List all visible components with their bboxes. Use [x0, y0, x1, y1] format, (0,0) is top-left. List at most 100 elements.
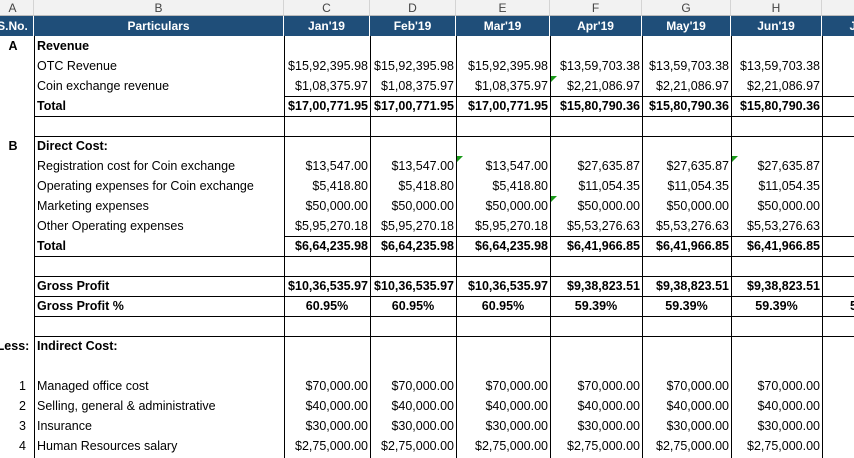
value-cell[interactable]: $30,000.00: [757, 419, 820, 433]
value-cell[interactable]: $70,000.00: [666, 379, 729, 393]
value-cell[interactable]: $4,5: [822, 76, 854, 96]
gross-profit-pct-label[interactable]: Gross Profit %: [37, 299, 124, 313]
value-cell[interactable]: $9,38,823.51: [567, 279, 640, 293]
value-cell[interactable]: $2,21,086.97: [747, 79, 820, 93]
value-cell[interactable]: $30,000.00: [577, 419, 640, 433]
column-header-e[interactable]: E: [456, 0, 550, 16]
value-cell[interactable]: $13,547.00: [305, 159, 368, 173]
value-cell[interactable]: $15,92,395.98: [468, 59, 548, 73]
value-cell[interactable]: $5,95,270.18: [295, 219, 368, 233]
value-cell[interactable]: $7,0: [822, 216, 854, 236]
value-cell[interactable]: $5,53,276.63: [656, 219, 729, 233]
value-cell[interactable]: $7: [822, 376, 854, 396]
value-cell[interactable]: $40,000.00: [485, 399, 548, 413]
value-cell[interactable]: $2,75,000.00: [381, 439, 454, 453]
section-title[interactable]: Revenue: [37, 39, 90, 53]
value-cell[interactable]: $1,08,375.97: [381, 79, 454, 93]
value-cell[interactable]: $50,000.00: [305, 199, 368, 213]
value-cell[interactable]: 59.39%: [755, 299, 798, 313]
value-cell[interactable]: $6,41,966.85: [656, 239, 729, 253]
value-cell[interactable]: 59.39%: [665, 299, 708, 313]
section-title[interactable]: Direct Cost:: [37, 139, 108, 153]
value-cell[interactable]: $13,59,703.38: [649, 59, 729, 73]
value-cell[interactable]: $5: [822, 156, 854, 176]
value-cell[interactable]: $2,75,000.00: [747, 439, 820, 453]
value-cell[interactable]: $5,418.80: [492, 179, 548, 193]
value-cell[interactable]: $30,000.00: [391, 419, 454, 433]
value-cell[interactable]: $70,000.00: [757, 379, 820, 393]
column-header-i[interactable]: I: [822, 0, 854, 16]
row-label[interactable]: OTC Revenue: [37, 59, 117, 73]
value-cell[interactable]: $40,000.00: [757, 399, 820, 413]
value-cell[interactable]: $17,00,771.95: [288, 99, 368, 113]
gross-profit-label[interactable]: Gross Profit: [37, 279, 110, 293]
value-cell[interactable]: $40,000.00: [305, 399, 368, 413]
value-cell[interactable]: $2,75,000.00: [475, 439, 548, 453]
value-cell[interactable]: 60.95%: [305, 299, 349, 313]
value-cell[interactable]: $9,38,823.51: [656, 279, 729, 293]
value-cell[interactable]: $2,75,000.00: [295, 439, 368, 453]
column-header-f[interactable]: F: [550, 0, 642, 16]
total-label[interactable]: Total: [37, 99, 66, 113]
value-cell[interactable]: $30,000.00: [666, 419, 729, 433]
value-cell[interactable]: $9,38,823.51: [747, 279, 820, 293]
value-cell[interactable]: $5,418.80: [398, 179, 454, 193]
value-cell[interactable]: $5,418.80: [312, 179, 368, 193]
value-cell[interactable]: $50,000.00: [757, 199, 820, 213]
value-cell[interactable]: 59.39%: [574, 299, 618, 313]
value-cell[interactable]: $11,054.35: [667, 179, 729, 193]
value-cell[interactable]: $1,08,375.97: [295, 79, 368, 93]
row-label[interactable]: Operating expenses for Coin exchange: [37, 179, 254, 193]
value-cell[interactable]: $2,21,086.97: [567, 79, 640, 93]
value-cell[interactable]: $30,000.00: [305, 419, 368, 433]
value-cell[interactable]: $13,59,703.38: [560, 59, 640, 73]
value-cell[interactable]: $15,6: [822, 56, 854, 76]
value-cell[interactable]: $11,054.35: [758, 179, 820, 193]
value-cell[interactable]: $27,635.87: [666, 159, 729, 173]
sno-cell[interactable]: 3: [19, 419, 26, 433]
value-cell[interactable]: 60.95%: [391, 299, 435, 313]
sno-cell[interactable]: B: [8, 139, 18, 153]
column-header-g[interactable]: G: [642, 0, 731, 16]
value-cell[interactable]: $2,75,000.00: [567, 439, 640, 453]
value-cell[interactable]: $6,64,235.98: [381, 239, 454, 253]
value-cell[interactable]: $30,000.00: [485, 419, 548, 433]
value-cell[interactable]: $50,000.00: [485, 199, 548, 213]
value-cell[interactable]: $2,7: [822, 436, 854, 456]
total-label[interactable]: Total: [37, 239, 66, 253]
row-label[interactable]: Human Resources salary: [37, 439, 178, 453]
value-cell[interactable]: $40,000.00: [666, 399, 729, 413]
value-cell[interactable]: $3: [822, 416, 854, 436]
value-cell[interactable]: $10,36,535.97: [374, 279, 454, 293]
value-cell[interactable]: 58: [850, 299, 854, 313]
value-cell[interactable]: $5: [822, 196, 854, 216]
value-cell[interactable]: $5,53,276.63: [747, 219, 820, 233]
row-label[interactable]: Marketing expenses: [37, 199, 149, 213]
value-cell[interactable]: $2: [822, 176, 854, 196]
value-cell[interactable]: $17,00,771.95: [468, 99, 548, 113]
value-cell[interactable]: $70,000.00: [391, 379, 454, 393]
value-cell[interactable]: $5,95,270.18: [475, 219, 548, 233]
column-header-c[interactable]: C: [284, 0, 370, 16]
value-cell[interactable]: $5,95,270.18: [381, 219, 454, 233]
value-cell[interactable]: $6,64,235.98: [475, 239, 548, 253]
value-cell[interactable]: $50,000.00: [577, 199, 640, 213]
value-cell[interactable]: $2,75,000.00: [656, 439, 729, 453]
value-cell[interactable]: 60.95%: [481, 299, 525, 313]
value-cell[interactable]: $40,000.00: [577, 399, 640, 413]
column-header-b[interactable]: B: [34, 0, 284, 16]
column-header-a[interactable]: A: [0, 0, 34, 16]
value-cell[interactable]: $8,3: [822, 236, 854, 256]
value-cell[interactable]: $13,547.00: [391, 159, 454, 173]
row-label[interactable]: Selling, general & administrative: [37, 399, 216, 413]
value-cell[interactable]: $40,000.00: [391, 399, 454, 413]
value-cell[interactable]: $13,59,703.38: [740, 59, 820, 73]
less-cell[interactable]: Less:: [0, 339, 30, 353]
value-cell[interactable]: $13,547.00: [485, 159, 548, 173]
value-cell[interactable]: $15,80,790.36: [560, 99, 640, 113]
sno-cell[interactable]: 1: [19, 379, 26, 393]
value-cell[interactable]: $15,80,790.36: [740, 99, 820, 113]
value-cell[interactable]: $15,92,395.98: [374, 59, 454, 73]
value-cell[interactable]: $17,00,771.95: [374, 99, 454, 113]
value-cell[interactable]: $15,92,395.98: [288, 59, 368, 73]
